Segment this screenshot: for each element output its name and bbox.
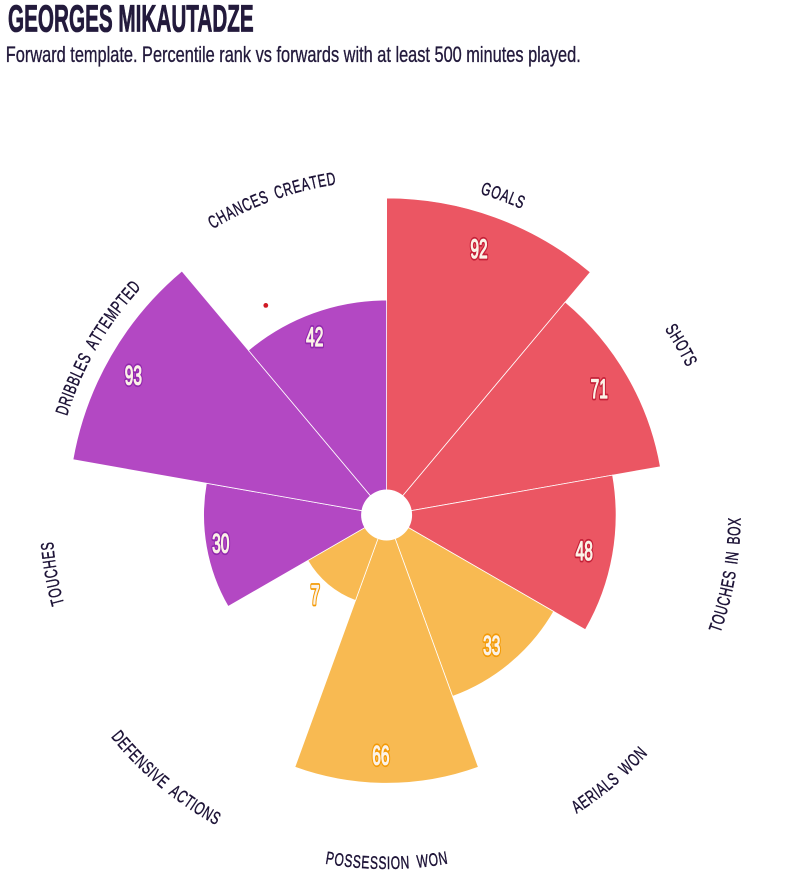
- svg-text:GEORGES MIKAUTADZE: GEORGES MIKAUTADZE: [8, 0, 254, 40]
- svg-text:E: E: [316, 171, 328, 192]
- svg-text:48: 48: [576, 536, 593, 567]
- svg-text:N: N: [437, 849, 449, 870]
- svg-text:7: 7: [311, 580, 320, 611]
- svg-text:42: 42: [306, 322, 323, 353]
- svg-text:S: S: [720, 570, 741, 581]
- svg-text:30: 30: [212, 528, 229, 559]
- svg-text:7: 7: [311, 580, 320, 611]
- svg-text:93: 93: [125, 360, 142, 391]
- svg-text:P: P: [324, 849, 335, 870]
- svg-text:66: 66: [372, 740, 389, 771]
- svg-text:S: S: [343, 851, 353, 871]
- svg-text:U: U: [43, 577, 64, 590]
- svg-text:42: 42: [306, 322, 323, 353]
- svg-text:H: H: [40, 558, 61, 570]
- svg-text:E: E: [361, 853, 370, 871]
- svg-text:92: 92: [470, 233, 487, 264]
- svg-text:S: S: [378, 854, 386, 871]
- svg-text:B: B: [724, 536, 745, 545]
- svg-text:I: I: [59, 390, 79, 400]
- svg-text:N: N: [400, 853, 410, 871]
- svg-text:71: 71: [591, 374, 608, 405]
- svg-text:O: O: [427, 850, 439, 871]
- svg-text:T: T: [308, 173, 319, 194]
- svg-text:I: I: [387, 854, 390, 871]
- svg-text:E: E: [39, 550, 60, 560]
- svg-text:X: X: [725, 518, 745, 526]
- svg-text:S: S: [38, 541, 59, 551]
- svg-text:71: 71: [591, 374, 608, 405]
- svg-text:30: 30: [212, 528, 229, 559]
- svg-text:66: 66: [372, 740, 389, 771]
- svg-text:48: 48: [576, 536, 593, 567]
- svg-text:N: N: [722, 551, 743, 562]
- svg-text:W: W: [416, 851, 430, 871]
- svg-text:93: 93: [125, 360, 142, 391]
- svg-text:D: D: [325, 169, 337, 190]
- svg-text:I: I: [722, 559, 742, 565]
- svg-text:33: 33: [483, 630, 500, 661]
- svg-text:C: C: [41, 568, 62, 580]
- svg-text:33: 33: [483, 630, 500, 661]
- svg-text:O: O: [725, 526, 745, 536]
- svg-text:O: O: [333, 850, 345, 871]
- svg-text:S: S: [370, 853, 379, 871]
- svg-text:Forward template. Percentile r: Forward template. Percentile rank vs for…: [6, 43, 581, 68]
- svg-text:O: O: [390, 854, 400, 871]
- svg-text:E: E: [718, 578, 739, 590]
- svg-text:S: S: [352, 852, 362, 871]
- svg-text:H: H: [716, 586, 737, 599]
- svg-text:92: 92: [470, 233, 487, 264]
